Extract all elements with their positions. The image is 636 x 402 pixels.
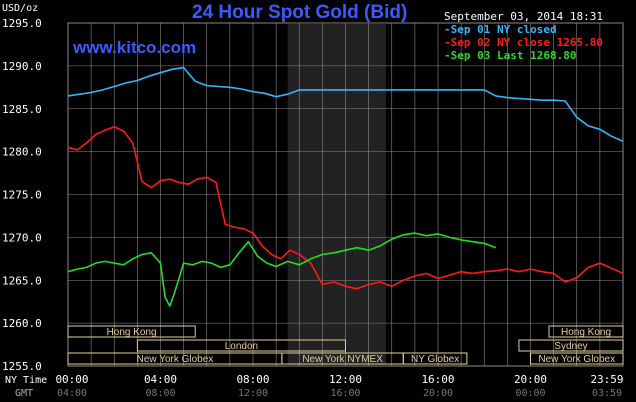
y-axis-unit-label: USD/oz — [2, 3, 39, 14]
market-box — [136, 339, 346, 352]
market-label: New York Globex — [538, 354, 615, 365]
x-tick-label-gmt: 12:00 — [238, 388, 268, 399]
x-tick-label-gmt: 20:00 — [423, 388, 453, 399]
x-tick-label-ny: 08:00 — [236, 373, 269, 386]
x-row-label-ny: NY Time — [5, 375, 47, 386]
market-label: New York Globex — [137, 354, 214, 365]
market-label: Sydney — [554, 341, 587, 352]
market-box — [548, 325, 624, 338]
y-tick-label: 1265.0 — [2, 274, 42, 287]
y-tick-label: 1280.0 — [2, 146, 42, 159]
y-tick-label: 1255.0 — [2, 360, 42, 373]
legend-entry-sep03: -Sep 03 Last 1268.80 — [444, 49, 576, 62]
market-label: Hong Kong — [561, 327, 611, 338]
market-box — [67, 325, 196, 338]
x-tick-label-gmt: 04:00 — [57, 388, 87, 399]
market-label: London — [225, 341, 258, 352]
legend-entry-sep02: -Sep 02 NY close 1265.80 — [444, 36, 603, 49]
series-line-0 — [67, 66, 624, 143]
x-tick-label-ny: 20:00 — [514, 373, 547, 386]
series-line-1 — [67, 126, 624, 290]
y-tick-label: 1260.0 — [2, 317, 42, 330]
y-tick-label: 1270.0 — [2, 231, 42, 244]
x-tick-label-gmt: 03:59 — [592, 388, 622, 399]
x-tick-label-ny: 23:59 — [590, 373, 623, 386]
market-box — [518, 339, 624, 352]
legend-label-sep03: Sep 03 Last 1268.80 — [450, 49, 577, 62]
y-tick-label: 1295.0 — [2, 17, 42, 30]
x-tick-label-ny: 00:00 — [55, 373, 88, 386]
x-tick-label-gmt: 08:00 — [145, 388, 175, 399]
legend-label-sep01: Sep 01 NY closed — [450, 23, 557, 36]
market-box — [530, 352, 624, 365]
y-tick-label: 1290.0 — [2, 60, 42, 73]
x-row-label-gmt: GMT — [15, 388, 33, 399]
x-tick-label-ny: 16:00 — [421, 373, 454, 386]
chart-timestamp: September 03, 2014 18:31 — [444, 10, 603, 23]
y-tick-label: 1275.0 — [2, 189, 42, 202]
y-tick-label: 1285.0 — [2, 103, 42, 116]
website-label: www.kitco.com — [73, 38, 197, 57]
legend-swatch-sep01: - — [444, 23, 451, 36]
legend-swatch-sep03: - — [444, 49, 451, 62]
market-label: NY Globex — [411, 354, 459, 365]
x-tick-label-ny: 12:00 — [329, 373, 362, 386]
market-box — [402, 352, 468, 365]
legend-label-sep02: Sep 02 NY close 1265.80 — [450, 36, 603, 49]
x-tick-label-gmt: 00:00 — [515, 388, 545, 399]
market-label: Hong Kong — [107, 327, 157, 338]
x-tick-label-gmt: 16:00 — [330, 388, 360, 399]
chart-title: 24 Hour Spot Gold (Bid) — [192, 2, 408, 23]
x-tick-label-ny: 04:00 — [144, 373, 177, 386]
market-label: New York NYMEX — [302, 354, 383, 365]
legend-entry-sep01: -Sep 01 NY closed — [444, 23, 557, 36]
legend-swatch-sep02: - — [444, 36, 451, 49]
series-line-2 — [67, 232, 497, 307]
